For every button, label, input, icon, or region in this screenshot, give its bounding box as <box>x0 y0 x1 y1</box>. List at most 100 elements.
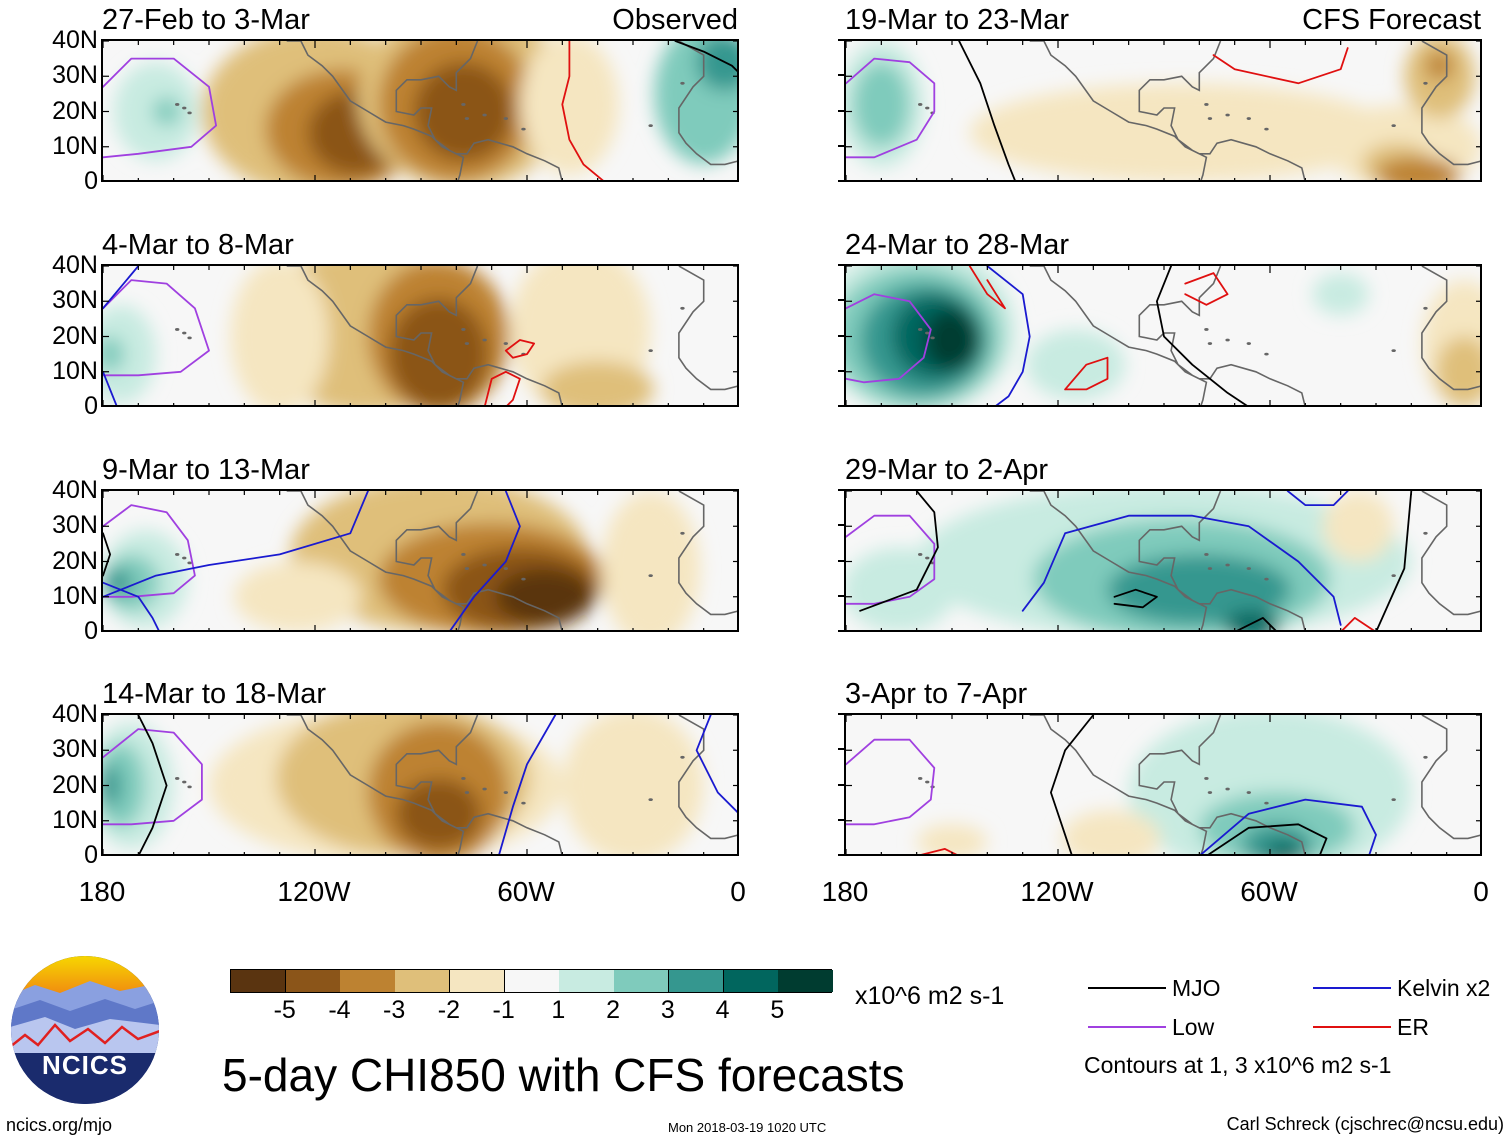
island <box>182 106 187 110</box>
lat-tick-label: 20N <box>52 321 98 350</box>
island <box>1207 342 1213 345</box>
anomaly-field <box>846 491 1412 630</box>
contour-kelvin-x2 <box>103 266 140 310</box>
contour-kelvin-x2 <box>103 491 369 598</box>
island <box>461 103 466 106</box>
contour-kelvin-x2 <box>1286 491 1349 506</box>
lat-tick-label: 10N <box>52 805 98 834</box>
lat-tick-label: 0 <box>84 841 98 869</box>
lat-tick-mark <box>838 818 844 821</box>
island <box>648 798 653 801</box>
contour-er <box>968 266 1006 310</box>
contour-kelvin-x2 <box>103 370 118 405</box>
colorbar-swatch <box>614 970 670 992</box>
island <box>482 338 487 342</box>
lon-tick-label: 180 <box>78 876 126 907</box>
panel-title: 24-Mar to 28-Mar <box>845 229 1070 261</box>
contour-kelvin-x2 <box>449 491 521 630</box>
lat-tick-mark <box>838 594 844 597</box>
contour-mjo <box>958 41 1016 180</box>
island <box>482 563 487 567</box>
map-panel <box>101 264 739 407</box>
map-svg <box>103 491 737 630</box>
anomaly-blob <box>601 491 701 630</box>
land-outline <box>1421 41 1480 166</box>
contour-mjo <box>674 41 737 72</box>
island <box>182 556 187 560</box>
colorbar-tick-label: -4 <box>328 996 351 1024</box>
lat-tick-label: 10N <box>52 581 98 610</box>
island <box>918 777 923 780</box>
island <box>925 556 930 560</box>
colorbar-tick-label: 4 <box>715 996 730 1024</box>
map-panel <box>844 489 1482 632</box>
anomaly-blob <box>233 561 361 630</box>
island <box>925 780 930 784</box>
lat-tick-label: 10N <box>52 131 98 160</box>
lon-tick-label: 180 <box>821 876 869 907</box>
lat-tick-label: 30N <box>52 286 98 315</box>
map-svg <box>103 715 737 854</box>
island <box>1207 117 1213 120</box>
axis-ticks <box>846 715 1480 854</box>
island <box>925 331 930 335</box>
panel-title: 9-Mar to 13-Mar <box>102 454 310 486</box>
contour-low <box>103 728 203 826</box>
colorbar-swatch <box>395 970 451 992</box>
colorbar-tick-label: 1 <box>551 996 566 1024</box>
lat-tick-label: 30N <box>52 511 98 540</box>
island <box>464 117 470 120</box>
contour-low <box>103 57 217 159</box>
anomaly-field <box>103 491 701 630</box>
colorbar-tick-label: -2 <box>437 996 461 1024</box>
map-svg <box>846 266 1480 405</box>
lon-tick-label: 0 <box>1473 876 1489 907</box>
lat-tick-mark <box>838 489 844 491</box>
colorbar-tick-label: 2 <box>606 996 621 1024</box>
anomaly-blob <box>1436 336 1480 405</box>
land-outline <box>678 491 737 616</box>
colorbar-swatch <box>285 970 341 992</box>
colorbar-tick-label: -5 <box>273 996 296 1024</box>
contour-kelvin-x2 <box>103 581 160 630</box>
legend-line-low <box>1088 1026 1166 1028</box>
contour-mjo <box>137 715 168 854</box>
land-outline <box>286 41 563 180</box>
map-panel <box>101 489 739 632</box>
panel-title: 14-Mar to 18-Mar <box>102 678 327 710</box>
island <box>461 553 466 556</box>
anomaly-blob <box>103 568 132 597</box>
contours-note: Contours at 1, 3 x10^6 m2 s-1 <box>1084 1052 1392 1078</box>
land-outline <box>286 266 563 405</box>
lat-tick-label: 0 <box>84 392 98 420</box>
island <box>918 553 923 556</box>
anomaly-blob <box>1107 554 1292 625</box>
island <box>1423 81 1428 85</box>
legend-line-mjo <box>1088 987 1166 989</box>
lat-tick-mark <box>838 854 844 856</box>
island <box>1264 352 1269 356</box>
island <box>1225 113 1230 117</box>
map-panel <box>844 264 1482 407</box>
legend-label: ER <box>1397 1014 1429 1040</box>
island <box>503 567 508 570</box>
lat-tick-label: 30N <box>52 61 98 90</box>
island <box>175 328 180 331</box>
colorbar-tick-label: -1 <box>492 996 515 1024</box>
island <box>175 103 180 106</box>
lat-tick-mark <box>838 783 844 786</box>
island <box>187 785 192 789</box>
land-outline <box>678 715 737 840</box>
anomaly-field <box>103 715 704 854</box>
lat-tick-mark <box>838 39 844 41</box>
contour-mjo <box>1050 715 1095 854</box>
logo-svg <box>11 956 159 1104</box>
map-svg <box>103 41 737 180</box>
anomaly-blob <box>413 62 513 161</box>
anomaly-blob <box>541 361 655 405</box>
island <box>925 106 930 110</box>
contour-er <box>1341 617 1375 630</box>
contour-mjo <box>1236 617 1277 630</box>
contour-low <box>846 57 936 159</box>
anomaly-field <box>846 266 1480 405</box>
